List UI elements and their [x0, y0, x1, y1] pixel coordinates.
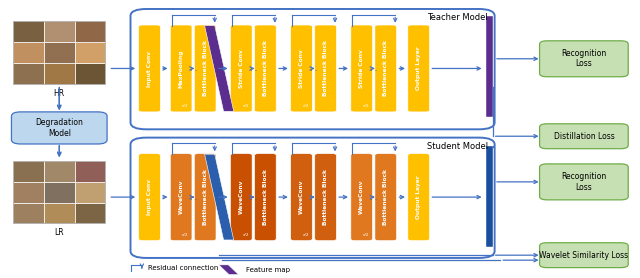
- Polygon shape: [219, 265, 239, 275]
- FancyBboxPatch shape: [195, 25, 216, 112]
- Polygon shape: [205, 26, 234, 111]
- Text: Student Model: Student Model: [427, 142, 488, 151]
- FancyBboxPatch shape: [540, 164, 628, 200]
- Bar: [44, 161, 75, 182]
- Text: WaveConv: WaveConv: [179, 180, 184, 214]
- Text: Bottleneck Block: Bottleneck Block: [203, 41, 208, 96]
- Text: MaxPooling: MaxPooling: [179, 49, 184, 88]
- Bar: [75, 182, 105, 203]
- Text: Wavelet Similarity Loss: Wavelet Similarity Loss: [540, 251, 628, 260]
- Text: Bottleneck Block: Bottleneck Block: [323, 169, 328, 225]
- Text: . .: . .: [189, 64, 196, 73]
- Text: Bottleneck Block: Bottleneck Block: [263, 169, 268, 225]
- Text: Bottleneck Block: Bottleneck Block: [203, 169, 208, 225]
- Bar: [44, 182, 75, 203]
- Text: . .: . .: [370, 64, 377, 73]
- FancyBboxPatch shape: [540, 124, 628, 149]
- Bar: [13, 21, 105, 84]
- FancyBboxPatch shape: [255, 25, 276, 112]
- FancyBboxPatch shape: [408, 25, 429, 112]
- Bar: [75, 42, 105, 63]
- FancyBboxPatch shape: [351, 154, 372, 240]
- Text: x/2: x/2: [303, 233, 309, 237]
- FancyBboxPatch shape: [170, 25, 192, 112]
- FancyBboxPatch shape: [170, 154, 192, 240]
- Bar: [44, 42, 75, 63]
- Text: Recognition
Loss: Recognition Loss: [561, 49, 607, 68]
- Bar: [13, 203, 44, 223]
- Text: Stride Conv: Stride Conv: [359, 49, 364, 88]
- Text: . .: . .: [310, 193, 317, 202]
- Bar: [44, 63, 75, 84]
- Text: Stride Conv: Stride Conv: [239, 49, 244, 88]
- Text: Teacher Model: Teacher Model: [428, 13, 488, 22]
- Bar: [44, 21, 75, 42]
- FancyBboxPatch shape: [375, 25, 396, 112]
- Text: WaveConv: WaveConv: [299, 180, 304, 214]
- Bar: [75, 21, 105, 42]
- FancyBboxPatch shape: [291, 25, 312, 112]
- Bar: [486, 16, 493, 117]
- Polygon shape: [205, 154, 234, 240]
- Text: . .: . .: [189, 193, 196, 202]
- FancyBboxPatch shape: [315, 154, 336, 240]
- Bar: [13, 21, 44, 42]
- FancyBboxPatch shape: [195, 154, 216, 240]
- Text: x/2: x/2: [243, 233, 249, 237]
- Text: x/2: x/2: [182, 233, 189, 237]
- Text: x/2: x/2: [182, 104, 189, 108]
- Text: . .: . .: [310, 64, 317, 73]
- Text: x/2: x/2: [363, 233, 369, 237]
- Text: Recognition
Loss: Recognition Loss: [561, 172, 607, 192]
- Text: Bottleneck Block: Bottleneck Block: [323, 41, 328, 96]
- FancyBboxPatch shape: [139, 25, 160, 112]
- Text: . .: . .: [250, 64, 257, 73]
- Text: Bottleneck Block: Bottleneck Block: [383, 41, 388, 96]
- Text: . .: . .: [370, 193, 377, 202]
- Bar: [13, 161, 44, 182]
- FancyBboxPatch shape: [139, 154, 160, 240]
- Text: Distillation Loss: Distillation Loss: [554, 132, 614, 141]
- Text: HR: HR: [54, 89, 65, 98]
- Text: Bottleneck Block: Bottleneck Block: [263, 41, 268, 96]
- Bar: [44, 203, 75, 223]
- Text: Output Layer: Output Layer: [416, 47, 421, 90]
- Text: Input Conv: Input Conv: [147, 50, 152, 86]
- Text: Degradation
Model: Degradation Model: [35, 118, 83, 138]
- FancyBboxPatch shape: [408, 154, 429, 240]
- FancyBboxPatch shape: [12, 112, 107, 144]
- Text: Feature map: Feature map: [246, 267, 290, 273]
- Bar: [13, 63, 44, 84]
- Text: x/2: x/2: [363, 104, 369, 108]
- FancyBboxPatch shape: [540, 243, 628, 268]
- Text: x/2: x/2: [243, 104, 249, 108]
- Text: Residual connection: Residual connection: [148, 265, 219, 271]
- Text: WaveConv: WaveConv: [359, 180, 364, 214]
- FancyBboxPatch shape: [291, 154, 312, 240]
- FancyBboxPatch shape: [230, 25, 252, 112]
- Text: Input Conv: Input Conv: [147, 179, 152, 215]
- Bar: [75, 161, 105, 182]
- FancyBboxPatch shape: [255, 154, 276, 240]
- Text: Output Layer: Output Layer: [416, 175, 421, 219]
- FancyBboxPatch shape: [230, 154, 252, 240]
- Bar: [75, 63, 105, 84]
- Text: . .: . .: [250, 193, 257, 202]
- FancyBboxPatch shape: [315, 25, 336, 112]
- Text: WaveConv: WaveConv: [239, 180, 244, 214]
- Bar: [75, 203, 105, 223]
- Bar: [13, 182, 44, 203]
- Text: x/2: x/2: [303, 104, 309, 108]
- Text: LR: LR: [54, 228, 64, 237]
- FancyBboxPatch shape: [351, 25, 372, 112]
- FancyBboxPatch shape: [375, 154, 396, 240]
- Bar: [13, 42, 44, 63]
- Bar: [486, 146, 493, 247]
- Text: Bottleneck Block: Bottleneck Block: [383, 169, 388, 225]
- Bar: [13, 161, 105, 223]
- Text: Stride Conv: Stride Conv: [299, 49, 304, 88]
- FancyBboxPatch shape: [540, 41, 628, 77]
